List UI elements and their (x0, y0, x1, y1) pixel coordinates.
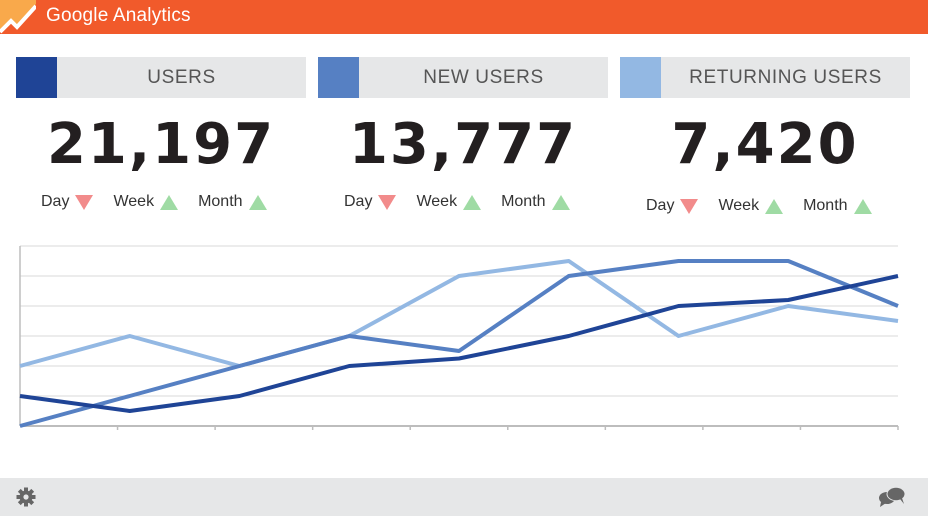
new-users-color-swatch (318, 57, 359, 98)
trend-down-icon (75, 194, 94, 210)
metric-label: RETURNING USERS (689, 67, 882, 88)
trend-label: Month (803, 197, 848, 214)
trend-label: Week (718, 197, 760, 214)
gear-icon[interactable] (16, 487, 36, 507)
new-users-value: 13,777 (348, 112, 578, 177)
returning-users-value: 7,420 (671, 112, 859, 177)
trend-label: Day (41, 193, 70, 210)
trend-month: Month (198, 193, 267, 211)
trend-up-icon (853, 198, 872, 214)
users-color-swatch (16, 57, 57, 98)
trend-day: Day (344, 193, 397, 211)
metric-header-returning-users: RETURNING USERS (620, 57, 910, 98)
trend-month: Month (501, 193, 570, 211)
metric-header-users: USERS (16, 57, 306, 98)
trend-week: Week (718, 197, 784, 215)
trend-up-icon (765, 198, 784, 214)
trend-up-icon (248, 194, 267, 210)
trend-week: Week (416, 193, 482, 211)
returning-users-color-swatch (620, 57, 661, 98)
metric-label: USERS (147, 67, 216, 88)
trend-day: Day (41, 193, 94, 211)
trend-label: Week (113, 193, 155, 210)
trend-up-icon (551, 194, 570, 210)
users-value: 21,197 (46, 112, 276, 177)
users-trends: Day Week Month (41, 191, 287, 213)
metric-header-new-users: NEW USERS (318, 57, 608, 98)
trend-down-icon (378, 194, 397, 210)
series-line-returning-users (19, 259, 899, 368)
returning-users-trends: Day Week Month (646, 195, 892, 217)
trend-label: Day (646, 197, 675, 214)
trend-up-icon (463, 194, 482, 210)
metric-label: NEW USERS (423, 67, 544, 88)
trend-month: Month (803, 197, 872, 215)
footer-bar (0, 478, 928, 516)
users-line-chart (19, 245, 899, 430)
trend-label: Day (344, 193, 373, 210)
new-users-trends: Day Week Month (344, 191, 590, 213)
trend-week: Week (113, 193, 179, 211)
app-header: Google Analytics (0, 0, 928, 34)
trend-label: Month (198, 193, 243, 210)
trend-day: Day (646, 197, 699, 215)
series-line-users (19, 274, 899, 413)
series-line-new-users (19, 259, 899, 428)
app-title: Google Analytics (46, 5, 191, 26)
trend-up-icon (160, 194, 179, 210)
trend-down-icon (680, 198, 699, 214)
trend-label: Month (501, 193, 546, 210)
trend-label: Week (416, 193, 458, 210)
chat-bubbles-icon[interactable] (878, 486, 906, 508)
analytics-trend-icon (0, 0, 36, 34)
